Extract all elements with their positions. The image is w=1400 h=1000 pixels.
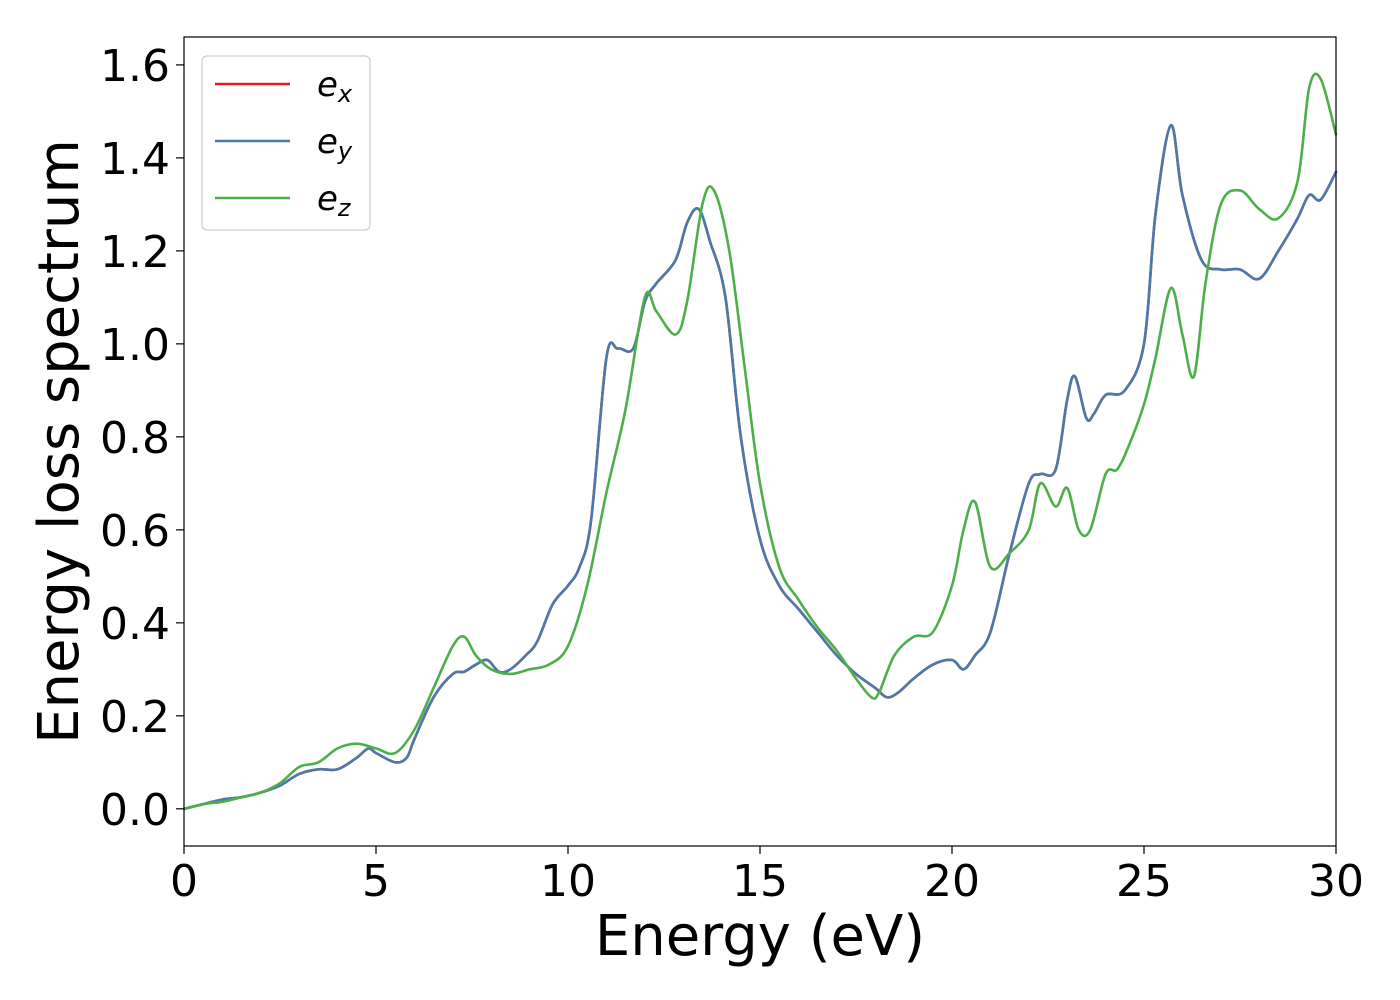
y-tick-label: 0.2 bbox=[100, 692, 170, 743]
y-tick-label: 1.4 bbox=[100, 134, 170, 185]
series-line-ez bbox=[182, 72, 1338, 811]
y-axis-label: Energy loss spectrum bbox=[27, 139, 92, 744]
y-tick-label: 1.0 bbox=[100, 320, 170, 371]
y-tick-label: 1.2 bbox=[100, 227, 170, 278]
legend-label-ex: ex bbox=[317, 65, 353, 108]
legend: ex ey ez bbox=[201, 55, 371, 231]
x-axis-ticks: 0 5 10 15 20 25 30 bbox=[170, 846, 1364, 907]
legend-label-ez: ez bbox=[317, 179, 352, 222]
legend-label-ey: ey bbox=[317, 122, 353, 165]
series-layer bbox=[182, 72, 1338, 811]
x-tick-label: 10 bbox=[540, 856, 596, 907]
x-axis-label: Energy (eV) bbox=[595, 904, 925, 969]
y-tick-label: 0.6 bbox=[100, 506, 170, 557]
series-line-ey bbox=[182, 124, 1338, 811]
legend-box bbox=[201, 55, 371, 231]
x-tick-label: 0 bbox=[170, 856, 198, 907]
y-tick-label: 0.8 bbox=[100, 413, 170, 464]
x-tick-label: 15 bbox=[732, 856, 788, 907]
y-tick-label: 0.4 bbox=[100, 599, 170, 650]
y-axis-ticks: 0.0 0.2 0.4 0.6 0.8 1.0 1.2 1.4 1.6 bbox=[100, 41, 184, 836]
y-tick-label: 0.0 bbox=[100, 785, 170, 836]
x-tick-label: 5 bbox=[362, 856, 390, 907]
x-tick-label: 30 bbox=[1308, 856, 1364, 907]
x-tick-label: 25 bbox=[1116, 856, 1172, 907]
x-tick-label: 20 bbox=[924, 856, 980, 907]
y-tick-label: 1.6 bbox=[100, 41, 170, 92]
